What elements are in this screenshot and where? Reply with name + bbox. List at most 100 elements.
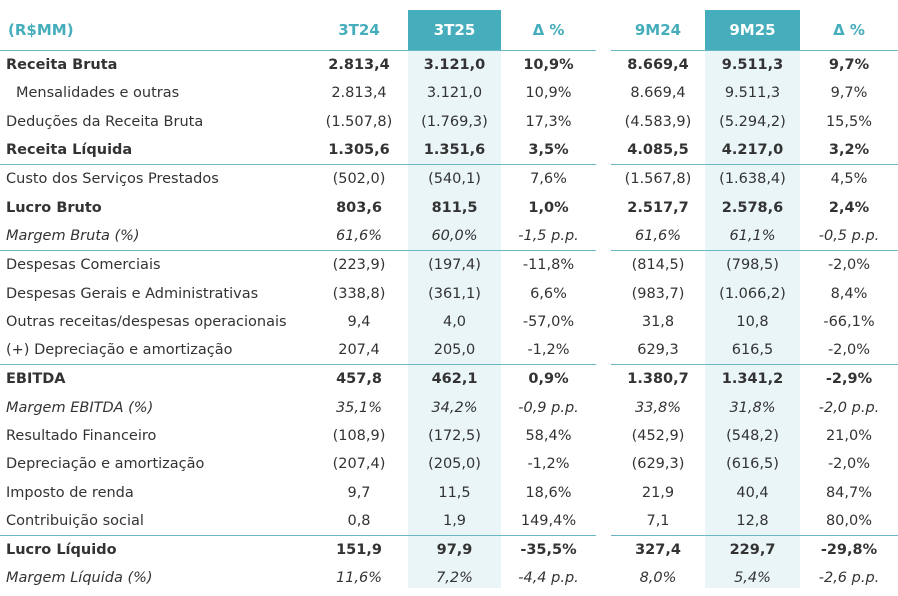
value-3t25: 7,2% — [436, 570, 473, 587]
row-label: Imposto de renda — [6, 484, 134, 501]
table-row: Imposto de renda 9,7 11,5 18,6% 21,9 40,4 84,7… — [0, 478, 898, 506]
column-gap — [596, 79, 611, 107]
row-label: Mensalidades e outras — [16, 85, 180, 102]
value-3t25: (172,5) — [428, 428, 481, 444]
value-9m24: (814,5) — [631, 257, 685, 274]
column-gap — [596, 478, 611, 506]
value-9m24: 21,9 — [641, 484, 675, 501]
table-row: Lucro Bruto 803,6 811,5 1,0% 2.517,7 2.578,6 2… — [0, 193, 898, 221]
row-label: Custo dos Serviços Prestados — [6, 171, 219, 188]
value-delta-quarter: -11,8% — [522, 257, 575, 274]
value-9m25: (5.294,2) — [719, 113, 786, 130]
value-delta-9m: -29,8% — [820, 542, 878, 559]
header-row: (R$MM) 3T24 3T25 Δ % 9M24 9M25 Δ % — [0, 10, 898, 51]
value-delta-9m: -2,0% — [827, 257, 871, 274]
value-delta-9m: 80,0% — [800, 506, 898, 537]
value-delta-quarter: 6,6% — [530, 285, 567, 302]
column-gap — [596, 365, 611, 394]
value-9m25: 10,8 — [736, 313, 769, 330]
value-3t24: (1.507,8) — [325, 113, 393, 130]
value-delta-9m: -2,0 p.p. — [818, 399, 880, 416]
value-delta-quarter: 10,9% — [525, 85, 572, 102]
table-row: Despesas Gerais e Administrativas (338,8)… — [0, 279, 898, 307]
value-9m25: 2.578,6 — [721, 199, 784, 216]
value-9m25: (798,5) — [726, 257, 779, 274]
value-delta-quarter: 3,5% — [501, 135, 596, 166]
value-9m24: 327,4 — [635, 542, 681, 559]
value-delta-quarter: 7,6% — [530, 171, 567, 188]
table-row: Despesas Comerciais (223,9) (197,4) -11,8% (… — [0, 251, 898, 280]
value-3t25: 97,9 — [436, 542, 473, 559]
value-9m25: (548,2) — [726, 428, 779, 444]
value-9m24: 31,8 — [641, 313, 675, 330]
table-row: Margem EBITDA (%) 35,1% 34,2% -0,9 p.p. 33,8… — [0, 394, 898, 422]
value-9m25: 12,8 — [705, 506, 800, 537]
table-row: Margem Líquida (%) 11,6% 7,2% -4,4 p.p. 8,0%… — [0, 564, 898, 592]
value-3t24: 2.813,4 — [328, 57, 390, 74]
column-gap — [596, 279, 611, 307]
value-9m25: 31,8% — [729, 399, 776, 416]
value-9m24: 8.669,4 — [630, 85, 686, 102]
highlight-column-3t25 — [408, 10, 501, 588]
col-9m25: 9M25 — [705, 10, 800, 51]
row-label: Despesas Comerciais — [6, 257, 161, 274]
value-delta-quarter: 1,0% — [528, 199, 569, 216]
value-9m24: 4.085,5 — [611, 135, 705, 166]
row-label: EBITDA — [6, 371, 66, 388]
value-3t25: (361,1) — [428, 285, 481, 302]
value-9m24: 1.380,7 — [627, 371, 689, 388]
value-9m25: 4.217,0 — [705, 135, 800, 166]
value-delta-9m: 4,5% — [830, 171, 868, 188]
value-3t24: (207,4) — [332, 456, 386, 473]
value-delta-quarter: 17,3% — [525, 113, 572, 130]
column-gap — [596, 450, 611, 478]
value-delta-9m: -2,9% — [825, 371, 873, 388]
row-label: Receita Bruta — [6, 57, 118, 74]
value-9m24: (1.567,8) — [624, 171, 692, 188]
value-9m25: (616,5) — [726, 456, 779, 473]
value-delta-9m: -2,0% — [800, 335, 898, 366]
table-row: Depreciação e amortização (207,4) (205,0) -… — [0, 450, 898, 478]
value-9m24: (4.583,9) — [624, 113, 692, 130]
value-9m24: (629,3) — [631, 456, 685, 473]
value-3t24: 35,1% — [335, 399, 383, 416]
table-row: Mensalidades e outras 2.813,4 3.121,0 10,9%… — [0, 79, 898, 107]
row-label: Margem Bruta (%) — [0, 221, 310, 252]
value-delta-quarter: -0,9 p.p. — [518, 399, 579, 416]
column-gap — [596, 336, 611, 365]
value-9m24: 8,0% — [639, 570, 677, 587]
value-delta-quarter: 0,9% — [528, 371, 569, 388]
col-3t24: 3T24 — [310, 10, 408, 51]
value-delta-quarter: -4,4 p.p. — [518, 570, 579, 587]
column-gap — [596, 193, 611, 221]
column-gap — [596, 564, 611, 592]
value-delta-9m: 9,7% — [828, 57, 870, 74]
value-9m24: 2.517,7 — [627, 199, 689, 216]
table-row: Deduções da Receita Bruta (1.507,8) (1.769… — [0, 108, 898, 136]
value-delta-9m: 3,2% — [800, 135, 898, 166]
value-9m25: 616,5 — [705, 335, 800, 366]
value-delta-quarter: 58,4% — [525, 428, 572, 444]
value-3t24: 11,6% — [335, 570, 383, 587]
value-3t24: 9,4 — [347, 313, 371, 330]
value-3t25: 205,0 — [408, 335, 501, 366]
value-3t25: 3.121,0 — [426, 85, 483, 102]
row-label: Contribuição social — [0, 506, 310, 537]
value-3t25: 462,1 — [431, 371, 478, 388]
value-3t25: 34,2% — [431, 399, 478, 416]
value-3t24: 151,9 — [336, 542, 382, 559]
value-delta-quarter: -1,2% — [527, 456, 570, 473]
row-label: Receita Líquida — [0, 135, 310, 166]
row-label: Lucro Bruto — [6, 199, 102, 216]
value-9m25: 5,4% — [734, 570, 771, 587]
value-9m24: (983,7) — [631, 285, 685, 302]
value-delta-quarter: 18,6% — [525, 484, 572, 501]
value-3t25: (205,0) — [428, 456, 481, 473]
value-3t24: (338,8) — [332, 285, 386, 302]
table-row: Custo dos Serviços Prestados (502,0) (540,… — [0, 165, 898, 194]
value-9m25: 9.511,3 — [721, 57, 784, 74]
row-label: Margem Líquida (%) — [6, 570, 153, 587]
value-9m24: 8.669,4 — [627, 57, 689, 74]
value-3t24: (223,9) — [332, 257, 386, 274]
value-3t25: (197,4) — [428, 257, 481, 274]
